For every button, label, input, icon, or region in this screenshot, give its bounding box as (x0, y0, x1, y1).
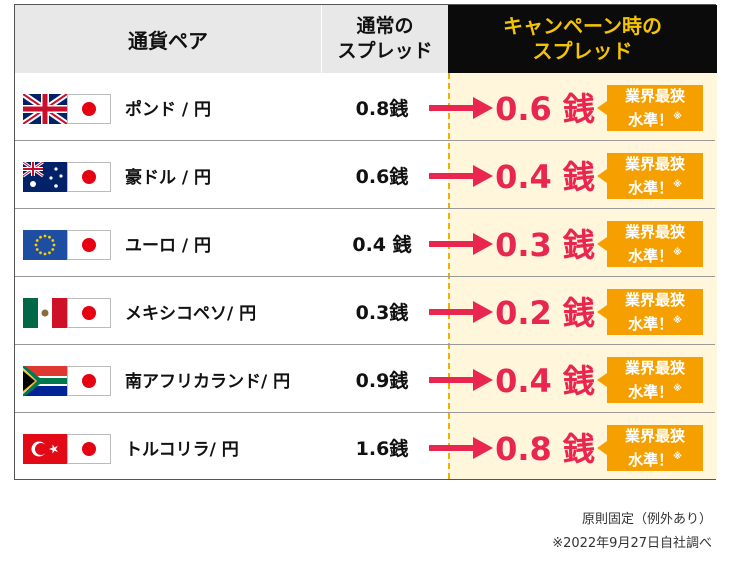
australia-flag-icon (23, 162, 67, 192)
japan-flag-icon (67, 434, 111, 464)
header-normal-line1: 通常の (356, 15, 414, 37)
campaign-spread-value: 0.6 銭 (495, 90, 595, 128)
header-normal-spread: 通常の スプレッド (322, 5, 448, 73)
badge-note-mark: ※ (673, 451, 682, 462)
lowest-level-badge: 業界最狭 水準！※ (597, 289, 703, 335)
header-normal-line2: スプレッド (337, 40, 433, 62)
lowest-level-badge: 業界最狭 水準！※ (597, 221, 703, 267)
campaign-spread-value: 0.8 銭 (495, 430, 595, 468)
japan-flag-icon (67, 298, 111, 328)
normal-spread-value: 0.4 銭 (352, 233, 412, 256)
turkey-flag-icon (23, 434, 67, 464)
currency-pair-label: ポンド / 円 (125, 99, 212, 120)
arrow-right-icon (429, 97, 493, 119)
badge-line2: 水準！ (628, 178, 674, 197)
lowest-level-badge: 業界最狭 水準！※ (597, 425, 703, 471)
arrow-right-icon (429, 437, 493, 459)
japan-flag-icon (67, 230, 111, 260)
header-campaign-line2: スプレッド (532, 39, 633, 63)
currency-pair-label: 豪ドル / 円 (125, 167, 212, 188)
table-header: 通貨ペア 通常の スプレッド キャンペーン時の スプレッド (15, 5, 717, 73)
badge-line1: 業界最狭 (624, 222, 685, 241)
badge-note-mark: ※ (673, 383, 682, 394)
campaign-spread-value: 0.2 銭 (495, 294, 595, 332)
badge-note-mark: ※ (673, 315, 682, 326)
badge-note-mark: ※ (673, 247, 682, 258)
arrow-right-icon (429, 369, 493, 391)
campaign-spread-value: 0.3 銭 (495, 226, 595, 264)
header-currency-pair: 通貨ペア (15, 5, 322, 73)
japan-flag-icon (67, 366, 111, 396)
japan-flag-icon (67, 94, 111, 124)
currency-pair-label: ユーロ / 円 (125, 235, 212, 256)
badge-line2: 水準！ (628, 246, 674, 265)
japan-flag-icon (67, 162, 111, 192)
campaign-spread-value: 0.4 銭 (495, 362, 595, 400)
header-campaign-spread: キャンペーン時の スプレッド (448, 5, 717, 73)
badge-line1: 業界最狭 (624, 358, 685, 377)
badge-line1: 業界最狭 (624, 290, 685, 309)
badge-line1: 業界最狭 (624, 426, 685, 445)
table-row: ポンド / 円 0.8銭 0.6 銭 業界最狭 水準！※ (15, 73, 715, 141)
badge-note-mark: ※ (673, 111, 682, 122)
badge-line1: 業界最狭 (624, 86, 685, 105)
lowest-level-badge: 業界最狭 水準！※ (597, 357, 703, 403)
south-africa-flag-icon (23, 366, 67, 396)
uk-flag-icon (23, 94, 67, 124)
normal-spread-value: 0.6銭 (355, 165, 409, 188)
badge-note-mark: ※ (673, 179, 682, 190)
eu-flag-icon (23, 230, 67, 260)
badge-line2: 水準！ (628, 110, 674, 129)
header-pair-label: 通貨ペア (128, 28, 208, 53)
normal-spread-value: 0.9銭 (355, 369, 409, 392)
currency-pair-label: メキシコペソ/ 円 (125, 303, 257, 324)
table-row: ユーロ / 円 0.4 銭 0.3 銭 業界最狭 水準！※ (15, 209, 715, 277)
currency-pair-label: 南アフリカランド/ 円 (125, 371, 291, 392)
campaign-spread-value: 0.4 銭 (495, 158, 595, 196)
table-row: トルコリラ/ 円 1.6銭 0.8 銭 業界最狭 水準！※ (15, 413, 715, 481)
arrow-right-icon (429, 233, 493, 255)
badge-line2: 水準！ (628, 314, 674, 333)
table-row: メキシコペソ/ 円 0.3銭 0.2 銭 業界最狭 水準！※ (15, 277, 715, 345)
badge-line2: 水準！ (628, 382, 674, 401)
table-row: 南アフリカランド/ 円 0.9銭 0.4 銭 業界最狭 水準！※ (15, 345, 715, 413)
mexico-flag-icon (23, 298, 67, 328)
normal-spread-value: 1.6銭 (355, 437, 409, 460)
badge-line1: 業界最狭 (624, 154, 685, 173)
lowest-level-badge: 業界最狭 水準！※ (597, 85, 703, 131)
footnote-fixed-principle: 原則固定（例外あり） (581, 512, 712, 527)
table-row: 豪ドル / 円 0.6銭 0.4 銭 業界最狭 水準！※ (15, 141, 715, 209)
spread-table: 通貨ペア 通常の スプレッド キャンペーン時の スプレッド ポンド / 円 0.… (14, 4, 717, 481)
arrow-right-icon (429, 301, 493, 323)
normal-spread-value: 0.8銭 (355, 97, 409, 120)
footnote-survey-date: ※2022年9月27日自社調べ (552, 536, 712, 551)
normal-spread-value: 0.3銭 (355, 301, 409, 324)
currency-pair-label: トルコリラ/ 円 (125, 439, 239, 460)
badge-line2: 水準！ (628, 450, 674, 469)
header-campaign-line1: キャンペーン時の (503, 14, 662, 38)
arrow-right-icon (429, 165, 493, 187)
lowest-level-badge: 業界最狭 水準！※ (597, 153, 703, 199)
